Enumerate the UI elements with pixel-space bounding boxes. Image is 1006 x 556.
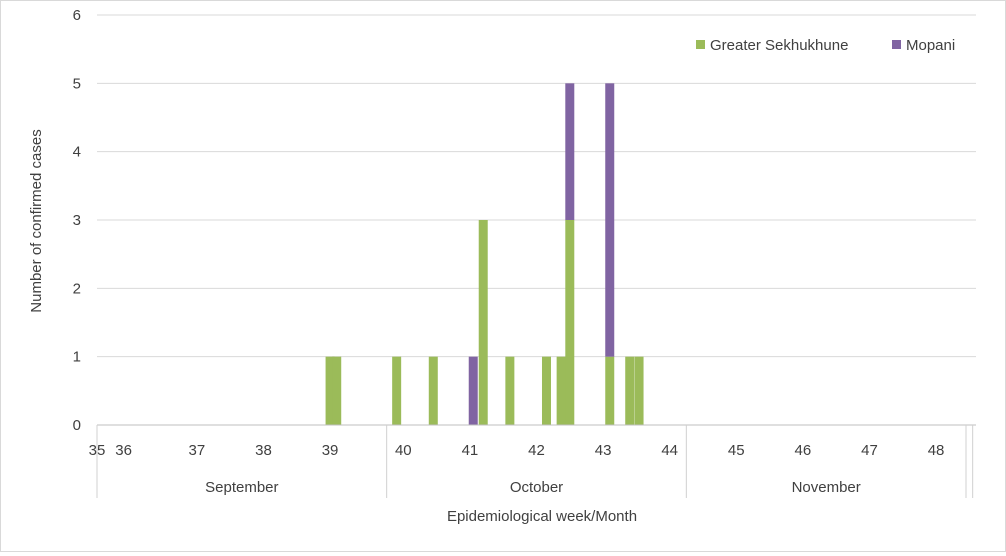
bar-segment-greater-sekhukhune xyxy=(505,356,515,425)
x-tick-label: 43 xyxy=(595,442,612,459)
y-tick-label: 0 xyxy=(73,417,81,434)
bar-segment-mopani xyxy=(605,83,615,357)
bar-segment-greater-sekhukhune xyxy=(634,356,644,425)
bar-segment-greater-sekhukhune xyxy=(392,356,402,425)
y-axis-title: Number of confirmed cases xyxy=(28,129,45,312)
month-label: October xyxy=(510,479,563,496)
bar-segment-greater-sekhukhune xyxy=(428,356,438,425)
bar-segment-greater-sekhukhune xyxy=(478,220,488,425)
x-tick-label: 41 xyxy=(462,442,479,459)
legend-label: Mopani xyxy=(906,37,955,54)
y-tick-label: 5 xyxy=(73,75,81,92)
y-tick-label: 3 xyxy=(73,212,81,229)
month-labels: September October November xyxy=(205,479,861,496)
bar-segment-mopani xyxy=(468,356,478,425)
y-tick-label: 6 xyxy=(73,7,81,24)
y-tick-label: 1 xyxy=(73,349,81,366)
bars xyxy=(325,83,644,425)
x-tick-labels: 35 36 37 38 39 40 41 42 43 44 45 46 47 48 xyxy=(89,442,945,459)
x-tick-label: 46 xyxy=(795,442,812,459)
x-tick-label: 37 xyxy=(189,442,206,459)
bar-segment-mopani xyxy=(565,83,575,220)
legend-swatch xyxy=(892,40,901,49)
y-tick-label: 4 xyxy=(73,144,81,161)
bar-segment-greater-sekhukhune xyxy=(556,356,566,425)
month-label: November xyxy=(792,479,861,496)
y-tick-labels: 0 1 2 3 4 5 6 xyxy=(73,7,81,434)
bar-segment-greater-sekhukhune xyxy=(325,356,335,425)
bar-segment-greater-sekhukhune xyxy=(565,220,575,425)
bar-segment-greater-sekhukhune xyxy=(541,356,551,425)
x-tick-label: 44 xyxy=(661,442,678,459)
x-tick-label: 48 xyxy=(928,442,945,459)
x-tick-label: 40 xyxy=(395,442,412,459)
legend-swatch xyxy=(696,40,705,49)
x-tick-label: 47 xyxy=(861,442,878,459)
bar-segment-greater-sekhukhune xyxy=(605,356,615,425)
x-tick-label: 42 xyxy=(528,442,545,459)
bar-segment-greater-sekhukhune xyxy=(332,356,342,425)
legend-label: Greater Sekhukhune xyxy=(710,37,848,54)
month-label: September xyxy=(205,479,278,496)
x-tick-label: 36 xyxy=(115,442,132,459)
x-tick-label: 38 xyxy=(255,442,272,459)
axes xyxy=(96,424,976,498)
x-tick-label: 35 xyxy=(89,442,106,459)
gridlines xyxy=(97,14,976,358)
bar-segment-greater-sekhukhune xyxy=(625,356,635,425)
y-tick-label: 2 xyxy=(73,280,81,297)
x-tick-label: 45 xyxy=(728,442,745,459)
legend: Greater Sekhukhune Mopani xyxy=(696,37,955,54)
x-tick-label: 39 xyxy=(322,442,339,459)
x-axis-title: Epidemiological week/Month xyxy=(447,508,637,525)
